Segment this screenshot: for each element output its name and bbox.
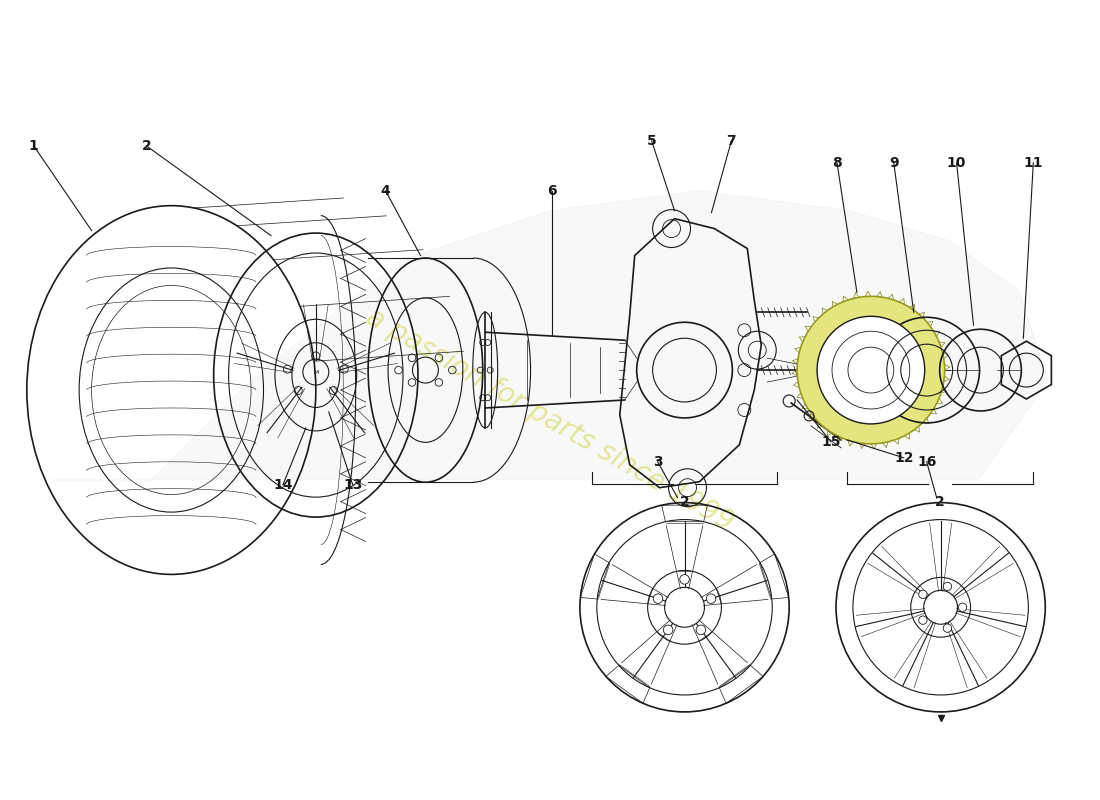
Text: 2: 2 [142,139,152,153]
Text: 1: 1 [29,139,38,153]
Circle shape [943,624,951,632]
Text: 9: 9 [889,156,899,170]
Text: 2: 2 [935,494,945,509]
Text: 13: 13 [343,478,362,492]
Text: 11: 11 [1024,156,1043,170]
Text: 12: 12 [894,450,913,465]
Text: 16: 16 [917,454,936,469]
Text: 5: 5 [647,134,657,148]
Text: 8: 8 [832,156,842,170]
Text: 3: 3 [652,454,662,469]
Circle shape [943,582,951,590]
Text: 14: 14 [273,478,293,492]
Circle shape [653,594,663,603]
Text: M: M [314,370,319,374]
Text: a passion for parts since 1999: a passion for parts since 1999 [361,303,739,537]
Circle shape [680,574,690,584]
Circle shape [918,590,927,598]
Polygon shape [52,190,1048,480]
Text: 7: 7 [727,134,736,148]
Circle shape [918,616,927,624]
Text: 10: 10 [947,156,966,170]
Circle shape [958,603,967,611]
Text: 4: 4 [381,184,390,198]
Text: 2: 2 [680,494,690,509]
Circle shape [696,625,706,634]
Circle shape [663,625,673,634]
Text: 6: 6 [547,184,557,198]
Circle shape [798,296,945,444]
Circle shape [817,316,925,424]
Text: 15: 15 [822,435,840,449]
Circle shape [706,594,716,603]
